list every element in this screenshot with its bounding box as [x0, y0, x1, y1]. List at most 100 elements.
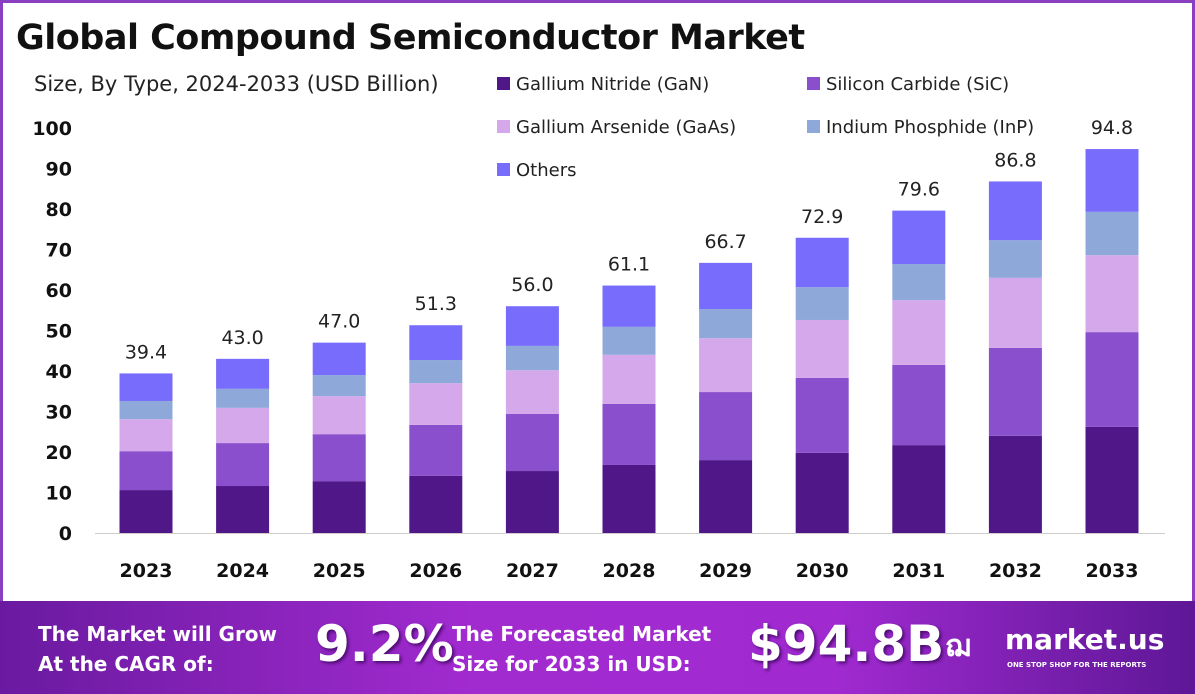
bar-segment: [409, 475, 463, 533]
total-label: 61.1: [608, 254, 650, 276]
total-label: 86.8: [994, 149, 1036, 171]
bar-segment: [119, 400, 173, 420]
bar-segment: [795, 452, 849, 533]
x-tick-label: 2023: [120, 560, 173, 582]
forecast-label-line1: The Forecasted Market: [452, 622, 712, 646]
bar-segment: [312, 375, 366, 397]
legend-swatch: [807, 77, 820, 90]
y-tick-label: 90: [46, 159, 72, 181]
x-tick-label: 2029: [699, 560, 752, 582]
brand-tagline: ONE STOP SHOP FOR THE REPORTS: [1007, 661, 1147, 669]
bar-segment: [795, 319, 849, 378]
bar-segment: [312, 481, 366, 533]
bar-segment: [119, 419, 173, 452]
bar-segment: [699, 392, 753, 461]
bar-segment: [602, 326, 656, 355]
bar-segment: [1085, 211, 1139, 256]
bar-segment: [795, 237, 849, 288]
chart-subtitle: Size, By Type, 2024-2033 (USD Billion): [34, 72, 439, 96]
bar-segment: [988, 181, 1042, 241]
chart: 010203040506070809010039.4202343.0202447…: [32, 74, 1165, 582]
total-label: 43.0: [221, 327, 263, 349]
x-tick-label: 2033: [1086, 560, 1139, 582]
bar-segment: [988, 240, 1042, 278]
market-us-logo-icon: ฌ: [945, 629, 971, 664]
forecast-value: $94.8B: [748, 615, 945, 673]
legend-label: Silicon Carbide (SiC): [826, 74, 1009, 95]
bar-segment: [409, 360, 463, 384]
bar-segment: [892, 300, 946, 365]
bar-segment: [505, 345, 559, 371]
legend-label: Others: [516, 160, 577, 181]
footer-banner: The Market will Grow At the CAGR of: 9.2%…: [0, 601, 1195, 694]
bar-segment: [1085, 332, 1139, 427]
bar-segment: [216, 358, 270, 389]
x-tick-label: 2026: [409, 560, 462, 582]
bar-segment: [119, 373, 173, 401]
y-tick-label: 40: [46, 361, 72, 383]
legend-label: Gallium Arsenide (GaAs): [516, 117, 736, 138]
x-tick-label: 2031: [892, 560, 945, 582]
y-tick-label: 60: [46, 280, 72, 302]
forecast-label-line2: Size for 2033 in USD:: [452, 652, 691, 676]
x-tick-label: 2030: [796, 560, 849, 582]
bar-segment: [312, 396, 366, 435]
y-tick-label: 30: [46, 402, 72, 424]
bar-segment: [795, 287, 849, 320]
bar-segment: [1085, 255, 1139, 333]
x-tick-label: 2025: [313, 560, 366, 582]
x-tick-label: 2028: [603, 560, 656, 582]
bar-segment: [409, 383, 463, 425]
bar-segment: [699, 460, 753, 533]
bar-segment: [216, 486, 270, 533]
chart-title: Global Compound Semiconductor Market: [16, 18, 805, 58]
bar-segment: [602, 354, 656, 404]
bar-segment: [119, 451, 173, 491]
legend-swatch: [497, 163, 510, 176]
y-tick-label: 70: [46, 240, 72, 262]
cagr-value: 9.2%: [315, 615, 454, 673]
total-label: 94.8: [1091, 117, 1133, 139]
bar-segment: [892, 445, 946, 533]
bar-segment: [505, 413, 559, 472]
bar-segment: [602, 403, 656, 465]
brand-name: market.us: [1005, 623, 1165, 656]
bar-segment: [892, 264, 946, 301]
total-label: 66.7: [704, 231, 746, 253]
y-tick-label: 20: [46, 442, 72, 464]
bar-segment: [699, 338, 753, 393]
total-label: 56.0: [511, 274, 553, 296]
bar-segment: [1085, 149, 1139, 212]
bar-segment: [988, 277, 1042, 348]
bar-segment: [602, 285, 656, 327]
bar-segment: [795, 377, 849, 453]
total-label: 79.6: [898, 179, 940, 201]
legend-swatch: [807, 120, 820, 133]
legend-label: Indium Phosphide (InP): [826, 117, 1034, 138]
bar-segment: [1085, 426, 1139, 533]
bar-segment: [409, 424, 463, 476]
total-label: 51.3: [415, 293, 457, 315]
bar-segment: [892, 364, 946, 446]
x-tick-label: 2027: [506, 560, 559, 582]
bar-segment: [505, 471, 559, 533]
bar-segment: [505, 306, 559, 346]
bar-segment: [699, 262, 753, 310]
bar-segment: [699, 309, 753, 339]
legend-swatch: [497, 120, 510, 133]
bar-segment: [312, 434, 366, 482]
y-tick-label: 100: [32, 118, 72, 140]
bar-segment: [216, 407, 270, 444]
y-tick-label: 10: [46, 483, 72, 505]
bar-segment: [988, 435, 1042, 533]
cagr-label: The Market will Grow At the CAGR of:: [38, 619, 277, 679]
bar-segment: [505, 370, 559, 414]
legend-swatch: [497, 77, 510, 90]
bar-segment: [312, 342, 366, 376]
bar-segment: [602, 464, 656, 533]
bar-segment: [119, 490, 173, 533]
forecast-label: The Forecasted Market Size for 2033 in US…: [452, 619, 711, 679]
y-tick-label: 80: [46, 199, 72, 221]
y-tick-label: 0: [59, 523, 72, 545]
